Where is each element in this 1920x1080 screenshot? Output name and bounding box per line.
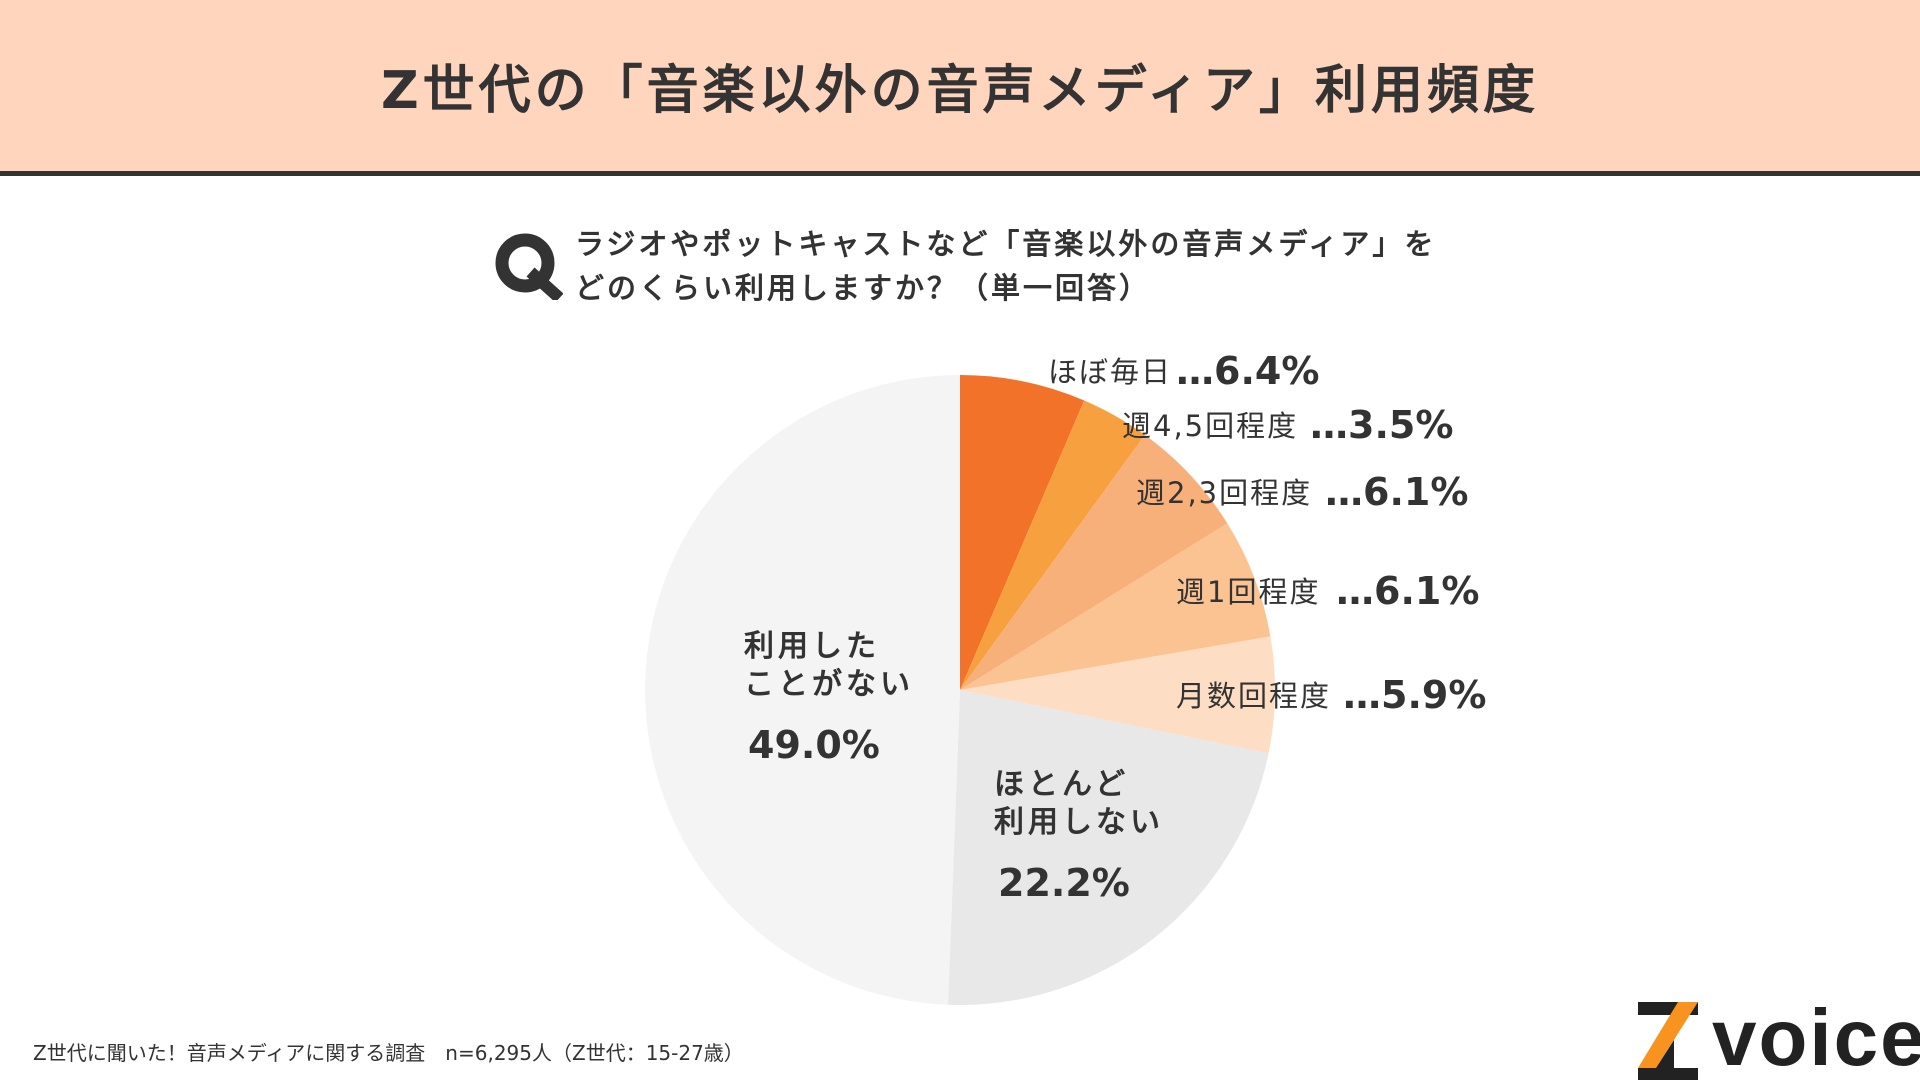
slice-value-6: 49.0% <box>748 723 880 767</box>
footnote: Z世代に聞いた！音声メディアに関する調査 n=6,295人（Z世代：15-27歳… <box>33 1041 744 1065</box>
header-banner: Z世代の「音楽以外の音声メディア」利用頻度 <box>0 0 1920 176</box>
slice-label-4: 月数回程度 <box>1176 679 1331 713</box>
pie-slice-4 <box>960 636 1275 754</box>
q-icon <box>495 233 563 300</box>
slice-value-4: …5.9% <box>1343 673 1486 717</box>
pie-slice-6 <box>645 375 960 1005</box>
slice-label-5-line1: ほとんど <box>994 767 1129 802</box>
slice-value-3: …6.1% <box>1336 569 1479 613</box>
slice-label-3: 週1回程度 <box>1176 575 1320 609</box>
slice-value-1: …3.5% <box>1310 403 1453 447</box>
z-logo-icon <box>1638 1002 1698 1080</box>
pie-slice-3 <box>960 523 1271 690</box>
slice-label-0: ほぼ毎日 <box>1048 355 1172 389</box>
slice-value-0: …6.4% <box>1176 349 1319 393</box>
slice-label-6-line2: ことがない <box>744 667 914 702</box>
logo-text: voice <box>1712 998 1920 1080</box>
slice-label-6-line1: 利用した <box>744 629 880 664</box>
slice-value-5: 22.2% <box>998 861 1130 905</box>
pie-slice-5 <box>948 690 1269 1005</box>
question-text: ラジオやポットキャストなど「音楽以外の音声メディア」を どのくらい利用しますか？… <box>575 222 1436 310</box>
slice-value-2: …6.1% <box>1325 470 1468 514</box>
slice-label-2: 週2,3回程度 <box>1136 476 1312 510</box>
slice-label-5-line2: 利用しない <box>994 805 1164 840</box>
pie-slice-0 <box>960 375 1085 690</box>
page-title: Z世代の「音楽以外の音声メディア」利用頻度 <box>380 61 1540 121</box>
logo: voice <box>1638 998 1920 1080</box>
pie-slice-1 <box>960 400 1145 690</box>
slice-label-1: 週4,5回程度 <box>1122 409 1298 443</box>
pie-slice-2 <box>960 434 1228 690</box>
question-block: ラジオやポットキャストなど「音楽以外の音声メディア」を どのくらい利用しますか？… <box>493 222 1436 310</box>
question-line-1: ラジオやポットキャストなど「音楽以外の音声メディア」を <box>575 227 1437 261</box>
question-line-2: どのくらい利用しますか？（単一回答） <box>575 271 1152 305</box>
